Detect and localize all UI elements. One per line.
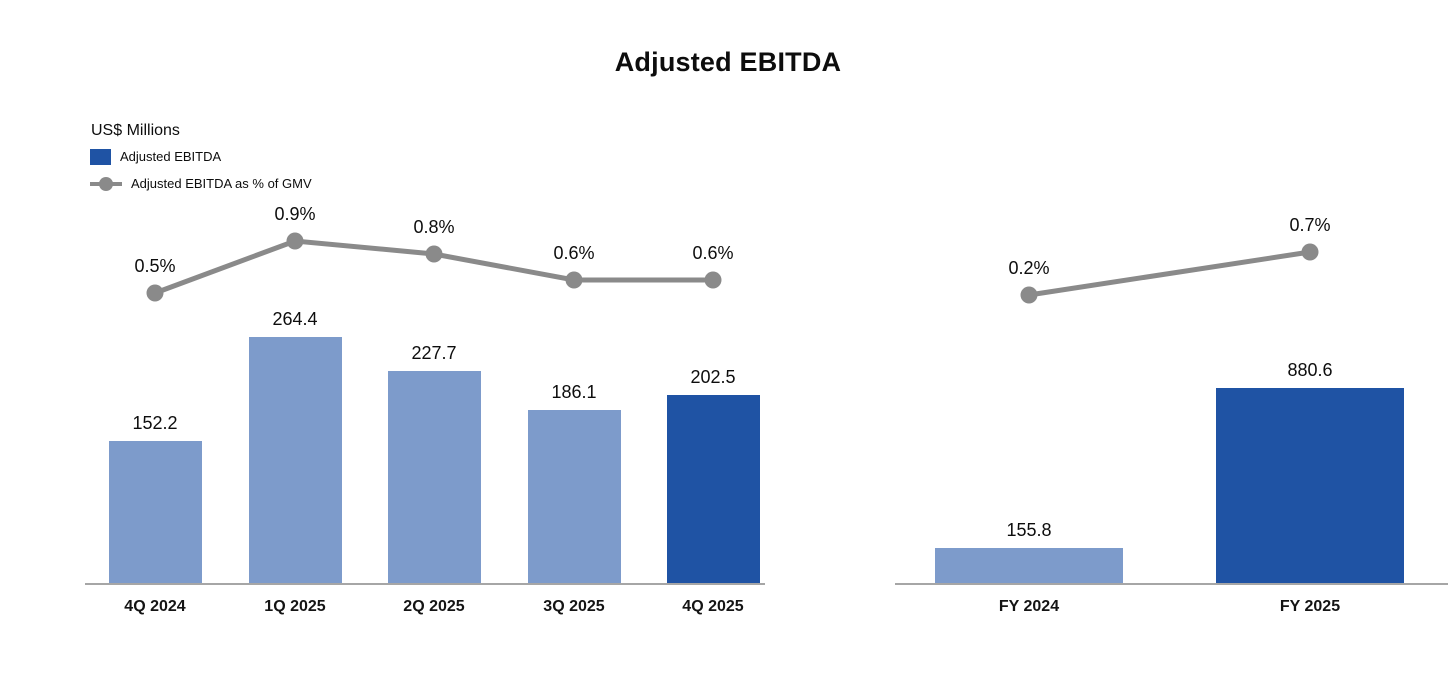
x-axis-line	[895, 583, 1448, 585]
pct-label-4q-2024: 0.5%	[134, 256, 176, 276]
trend-dot-3q-2025	[565, 271, 583, 289]
bar-fy-2025	[1216, 388, 1404, 583]
pct-label-fy-2024: 0.2%	[1008, 258, 1050, 278]
trend-dot-fy-2025	[1301, 243, 1319, 261]
line-marker-icon	[90, 176, 122, 191]
pct-label-1q-2025: 0.9%	[274, 204, 316, 224]
pct-label-fy-2025: 0.7%	[1289, 215, 1331, 235]
bar-3q-2025	[527, 410, 621, 583]
x-axis-line	[85, 583, 765, 585]
bar-value-label: 152.2	[132, 413, 178, 433]
page-title: Adjusted EBITDA	[614, 47, 842, 77]
chart-full-year: 155.8 FY 2024 880.6 FY 2025 0.2% 0.7%	[895, 0, 1448, 685]
legend-item-adjusted-ebitda: Adjusted EBITDA	[90, 148, 312, 165]
units-label: US$ Millions	[91, 122, 180, 139]
trend-dot-2q-2025	[425, 245, 443, 263]
legend-label-adjusted-ebitda: Adjusted EBITDA	[120, 149, 222, 164]
bar-fy-2024	[935, 548, 1123, 583]
bar-4q-2024	[108, 441, 202, 583]
bar-value-label: 155.8	[1006, 520, 1052, 540]
category-label-4q-2024: 4Q 2024	[124, 598, 186, 615]
bar-value-label: 202.5	[690, 367, 736, 387]
category-label-2q-2025: 2Q 2025	[403, 598, 465, 615]
bar-value-label: 227.7	[411, 343, 457, 363]
bar-1q-2025	[248, 337, 342, 583]
bar-value-label: 186.1	[551, 382, 597, 402]
trend-dot-4q-2025	[704, 271, 722, 289]
legend-label-pct-of-gmv: Adjusted EBITDA as % of GMV	[131, 176, 312, 191]
category-label-4q-2025: 4Q 2025	[682, 598, 744, 615]
trend-dot-fy-2024	[1020, 286, 1038, 304]
bar-swatch-icon	[90, 148, 111, 165]
category-label-fy-2024: FY 2024	[998, 598, 1060, 615]
bar-2q-2025	[387, 371, 481, 583]
legend: Adjusted EBITDA Adjusted EBITDA as % of …	[90, 148, 312, 192]
bar-value-label: 264.4	[272, 309, 318, 329]
chart-quarterly: 152.2 4Q 2024 264.4 1Q 2025 227.7 2Q 2025 186.…	[85, 0, 765, 685]
category-label-fy-2025: FY 2025	[1279, 598, 1341, 615]
pct-label-3q-2025: 0.6%	[553, 243, 595, 263]
bar-4q-2025	[666, 395, 760, 583]
pct-label-4q-2025: 0.6%	[692, 243, 734, 263]
trend-dot-1q-2025	[286, 232, 304, 250]
legend-item-pct-of-gmv: Adjusted EBITDA as % of GMV	[90, 175, 312, 192]
category-label-3q-2025: 3Q 2025	[543, 598, 605, 615]
pct-label-2q-2025: 0.8%	[413, 217, 455, 237]
category-label-1q-2025: 1Q 2025	[264, 598, 326, 615]
trend-dot-4q-2024	[146, 284, 164, 302]
bar-value-label: 880.6	[1287, 360, 1333, 380]
